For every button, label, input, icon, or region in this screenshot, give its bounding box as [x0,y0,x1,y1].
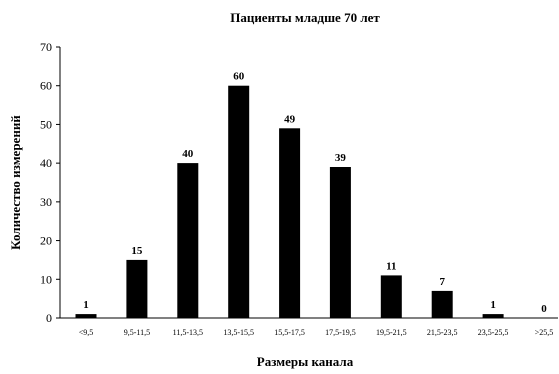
y-axis-label: Количество измерений [8,115,23,250]
y-tick-label: 50 [40,117,52,131]
x-axis-label: Размеры канала [257,354,354,369]
bar-data-label: 11 [386,260,396,272]
bar [75,314,97,318]
x-tick-label: 23,5-25,5 [478,328,509,337]
x-tick-label: 15,5-17,5 [274,328,305,337]
bar [279,128,301,318]
bar-data-label: 39 [335,152,347,164]
bar-data-label: 40 [182,148,194,160]
bar [380,275,402,318]
x-tick-label: >25,5 [535,328,554,337]
chart-title: Пациенты младше 70 лет [230,10,380,25]
bar [228,85,250,318]
x-tick-label: <9,5 [79,328,94,337]
bar [126,259,148,318]
x-tick-label: 11,5-13,5 [173,328,203,337]
bar-data-label: 1 [490,299,496,311]
bar [177,163,199,318]
x-tick-label: 9,5-11,5 [124,328,150,337]
y-tick-label: 30 [40,195,52,209]
bar [329,167,351,318]
x-tick-label: 17,5-19,5 [325,328,356,337]
bar [482,314,504,318]
y-tick-label: 20 [40,234,52,248]
bar-data-label: 60 [233,71,245,83]
bar-data-label: 15 [131,245,143,257]
y-tick-label: 40 [40,156,52,170]
y-tick-label: 60 [40,79,52,93]
bar-data-label: 49 [284,113,296,125]
plot-area: 0102030405060701<9,5159,5-11,54011,5-13,… [40,40,558,337]
bar-data-label: 7 [439,276,445,288]
x-tick-label: 21,5-23,5 [427,328,458,337]
y-tick-label: 0 [46,311,52,325]
bar-data-label: 0 [541,303,547,315]
x-tick-label: 19,5-21,5 [376,328,407,337]
y-tick-label: 10 [40,272,52,286]
bar-data-label: 1 [83,299,89,311]
y-tick-label: 70 [40,40,52,54]
bar [431,290,453,318]
x-tick-label: 13,5-15,5 [223,328,254,337]
